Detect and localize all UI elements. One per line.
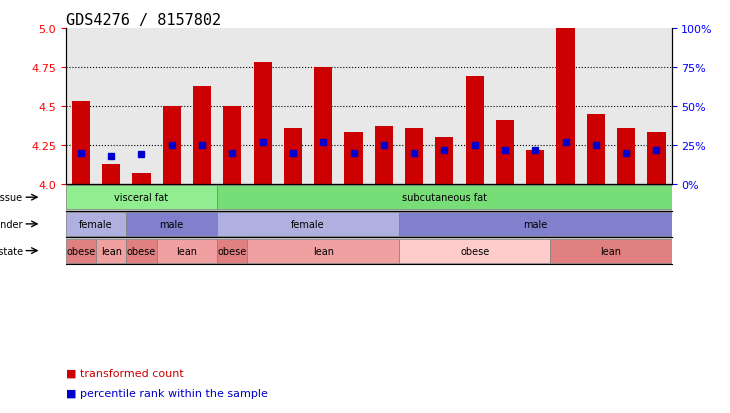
FancyBboxPatch shape [218, 186, 672, 210]
Text: disease state: disease state [0, 246, 23, 256]
Text: female: female [291, 219, 325, 229]
Text: ■ transformed count: ■ transformed count [66, 368, 183, 377]
FancyBboxPatch shape [66, 212, 126, 236]
Text: obese: obese [218, 246, 247, 256]
Bar [526, 150, 545, 184]
Bar [587, 114, 605, 184]
FancyBboxPatch shape [126, 212, 218, 236]
FancyBboxPatch shape [126, 239, 157, 263]
Bar [648, 133, 666, 184]
Text: lean: lean [101, 246, 122, 256]
FancyBboxPatch shape [218, 239, 247, 263]
Bar [102, 164, 120, 184]
Text: lean: lean [312, 246, 334, 256]
Bar [374, 127, 393, 184]
Text: lean: lean [177, 246, 197, 256]
Bar [284, 128, 302, 184]
Text: obese: obese [127, 246, 156, 256]
FancyBboxPatch shape [66, 186, 218, 210]
Bar [405, 128, 423, 184]
FancyBboxPatch shape [157, 239, 218, 263]
FancyBboxPatch shape [96, 239, 126, 263]
Bar [223, 107, 242, 184]
Text: subcutaneous fat: subcutaneous fat [402, 193, 487, 203]
Text: ■ percentile rank within the sample: ■ percentile rank within the sample [66, 388, 268, 398]
Bar [466, 77, 484, 184]
Text: tissue: tissue [0, 193, 23, 203]
Text: GDS4276 / 8157802: GDS4276 / 8157802 [66, 13, 220, 28]
FancyBboxPatch shape [399, 212, 672, 236]
FancyBboxPatch shape [247, 239, 399, 263]
Text: lean: lean [601, 246, 621, 256]
Bar [314, 68, 332, 184]
FancyBboxPatch shape [399, 239, 550, 263]
Bar [253, 63, 272, 184]
Text: obese: obese [66, 246, 96, 256]
Bar [132, 173, 150, 184]
Bar [496, 121, 514, 184]
Bar [435, 138, 453, 184]
Bar [345, 133, 363, 184]
Bar [556, 29, 575, 184]
Text: visceral fat: visceral fat [115, 193, 169, 203]
Bar [163, 107, 181, 184]
FancyBboxPatch shape [66, 239, 96, 263]
Text: female: female [79, 219, 113, 229]
Text: male: male [160, 219, 184, 229]
Bar [72, 102, 90, 184]
FancyBboxPatch shape [218, 212, 399, 236]
Bar [193, 86, 211, 184]
FancyBboxPatch shape [550, 239, 672, 263]
Bar [617, 128, 635, 184]
Text: obese: obese [460, 246, 489, 256]
Text: male: male [523, 219, 548, 229]
Text: gender: gender [0, 219, 23, 229]
